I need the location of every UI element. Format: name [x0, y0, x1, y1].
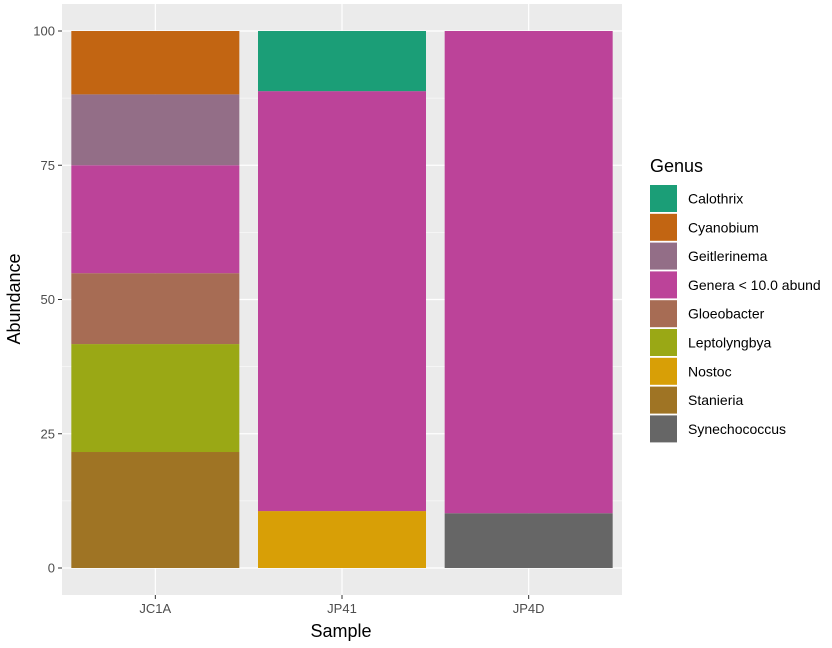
legend-key [650, 415, 677, 443]
legend-key [650, 213, 677, 241]
legend-key [650, 271, 677, 299]
bar-segment-jc1a-cyanobium [71, 31, 240, 95]
legend-label: Stanieria [688, 392, 743, 408]
legend-key [650, 300, 677, 328]
x-tick-label: JP41 [327, 601, 357, 616]
legend: Calothrix Cyanobium Geitlerinema Genera < 1… [650, 185, 821, 443]
y-tick-label: 50 [41, 292, 55, 307]
bar-segment-jp4d-synechococcus [444, 513, 613, 568]
bar-segment-jc1a-gloeobacter [71, 273, 240, 345]
bar-segment-jc1a-leptolyngbya [71, 344, 240, 453]
legend-label: Calothrix [688, 191, 743, 207]
axes: 0 25 50 75 100 JC1A JP41 JP4D [33, 24, 544, 617]
x-tick-label: JC1A [139, 601, 171, 616]
bars [71, 31, 613, 568]
bar-segment-jp41-genera-10-0-abund [258, 91, 426, 512]
bar-segment-jc1a-genera-10-0-abund [71, 165, 240, 274]
legend-label: Geitlerinema [688, 248, 768, 264]
legend-title: Genus [650, 156, 703, 176]
bar-segment-jp41-calothrix [258, 31, 426, 92]
legend-key [650, 242, 677, 270]
legend-label: Gloeobacter [688, 306, 765, 322]
legend-key [650, 386, 677, 414]
x-axis-title: Sample [310, 621, 371, 641]
bar-segment-jc1a-geitlerinema [71, 94, 240, 166]
legend-label: Synechococcus [688, 421, 786, 437]
y-axis-title: Abundance [4, 253, 24, 344]
y-tick-label: 25 [41, 426, 55, 441]
y-tick-label: 100 [33, 24, 55, 39]
bar-segment-jp4d-genera-10-0-abund [444, 31, 613, 514]
bar-segment-jp41-nostoc [258, 511, 426, 568]
legend-label: Cyanobium [688, 219, 759, 235]
legend-label: Nostoc [688, 363, 732, 379]
x-tick-label: JP4D [513, 601, 545, 616]
legend-key [650, 329, 677, 356]
legend-key [650, 185, 677, 212]
y-tick-label: 75 [41, 158, 55, 173]
legend-label: Genera < 10.0 abund [688, 277, 821, 293]
bar-segment-jc1a-stanieria [71, 452, 240, 568]
legend-key [650, 357, 677, 385]
y-tick-label: 0 [48, 561, 55, 576]
legend-label: Leptolyngbya [688, 335, 772, 351]
